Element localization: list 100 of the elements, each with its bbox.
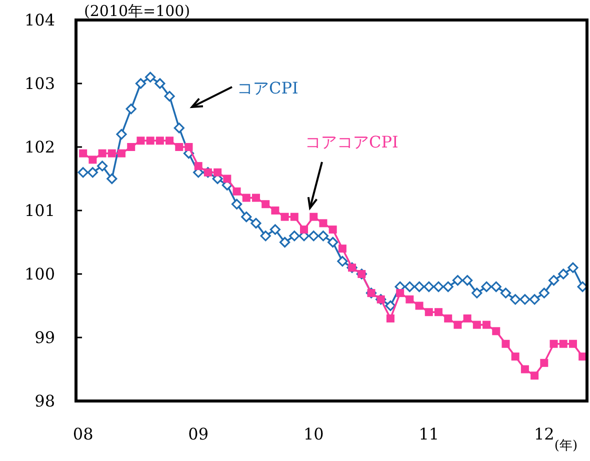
x-tick-label: 11 <box>418 424 440 444</box>
y-tick-label: 100 <box>24 264 55 284</box>
point <box>500 288 512 298</box>
point <box>424 308 433 316</box>
point <box>136 136 145 145</box>
point <box>492 327 500 336</box>
point <box>510 294 521 305</box>
y-tick-label: 98 <box>34 392 55 410</box>
point <box>300 226 308 234</box>
point <box>386 314 394 322</box>
point <box>127 143 136 151</box>
y-tick-label: 101 <box>24 201 55 220</box>
point <box>568 340 577 348</box>
point <box>96 160 108 172</box>
point <box>145 72 156 82</box>
point <box>231 198 242 210</box>
point <box>337 256 348 267</box>
point <box>338 244 346 253</box>
point <box>396 289 404 298</box>
point <box>490 281 502 292</box>
point <box>434 308 442 316</box>
x-axis-title: (年) <box>554 438 578 454</box>
point <box>270 224 280 235</box>
point <box>472 288 482 298</box>
point <box>146 136 154 145</box>
point <box>559 340 568 348</box>
point <box>194 162 202 170</box>
point <box>414 281 425 292</box>
point <box>156 136 164 145</box>
point <box>568 262 578 273</box>
point <box>232 187 241 196</box>
point <box>462 275 473 286</box>
y-tick-label: 104 <box>24 10 55 30</box>
point <box>252 194 260 202</box>
point <box>520 294 530 305</box>
point <box>481 281 492 292</box>
point <box>520 365 529 374</box>
point <box>530 372 539 380</box>
point <box>223 174 232 183</box>
point <box>271 206 280 214</box>
point <box>78 167 88 178</box>
y-tick-label: 103 <box>24 74 55 93</box>
point <box>328 236 338 248</box>
point <box>184 143 193 151</box>
x-tick-label: 09 <box>188 424 209 444</box>
point <box>550 340 558 348</box>
point <box>118 149 126 158</box>
point <box>262 200 270 208</box>
y-tick-label: 99 <box>34 328 55 347</box>
point <box>289 230 300 242</box>
x-tick-label: 10 <box>303 424 324 444</box>
point <box>548 275 560 286</box>
point <box>154 78 166 89</box>
point <box>79 149 88 158</box>
point <box>88 156 97 164</box>
point <box>538 288 550 298</box>
x-tick-label: 12 <box>534 424 554 444</box>
point <box>452 275 464 286</box>
point <box>385 300 396 312</box>
y-axis-title: (2010年=100) <box>84 2 190 20</box>
point <box>166 136 174 145</box>
point <box>260 230 271 242</box>
point <box>433 281 444 292</box>
point <box>290 212 298 221</box>
y-tick-label: 102 <box>24 138 55 156</box>
point <box>444 314 452 322</box>
point <box>174 122 184 134</box>
point <box>98 149 106 158</box>
point <box>108 149 116 158</box>
point <box>242 194 250 202</box>
point <box>250 218 262 228</box>
x-tick-label: 08 <box>72 424 94 444</box>
point <box>502 340 510 348</box>
point <box>472 320 481 329</box>
point <box>318 230 329 242</box>
text: コアCPI <box>237 78 298 98</box>
point <box>511 352 520 361</box>
point <box>175 143 184 151</box>
point <box>241 212 252 222</box>
point <box>214 168 222 176</box>
point <box>106 173 118 184</box>
point <box>280 212 289 221</box>
point <box>319 219 328 228</box>
point <box>310 212 318 221</box>
point <box>126 104 136 114</box>
point <box>328 226 337 234</box>
point <box>116 129 127 140</box>
point <box>87 167 98 178</box>
point <box>529 294 540 305</box>
point <box>482 320 491 329</box>
point <box>558 268 569 280</box>
point <box>404 281 415 292</box>
point <box>415 302 424 310</box>
point <box>406 295 414 304</box>
text: コアコアCPI <box>305 132 398 152</box>
point <box>280 236 290 248</box>
point <box>540 358 548 367</box>
point <box>308 230 319 242</box>
point <box>424 281 434 292</box>
point <box>442 281 454 292</box>
